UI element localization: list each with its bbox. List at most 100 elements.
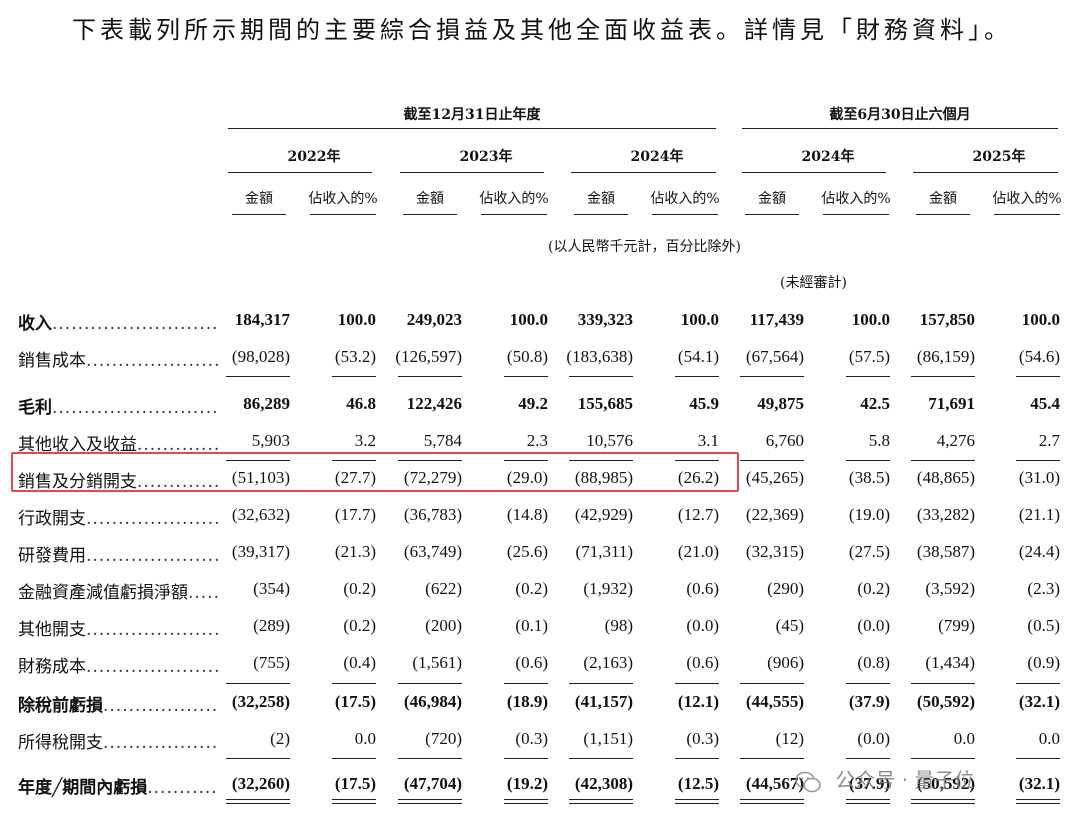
amount-cell: (44,555)	[745, 692, 804, 711]
subtotal-rule	[846, 460, 890, 461]
sub-header-rule	[481, 214, 547, 215]
amount-cell: (22,369)	[745, 505, 804, 524]
subtotal-rule	[226, 460, 290, 461]
pct-cell: (0.2)	[857, 579, 890, 598]
row-label-text: 行政開支	[18, 509, 86, 529]
wechat-icon	[795, 771, 821, 792]
pct-cell: (32.1)	[1018, 774, 1060, 793]
pct-cell: (0.0)	[857, 616, 890, 635]
amount-header: 金額	[416, 191, 444, 207]
pct-cell: (37.9)	[848, 774, 890, 793]
pct-cell: (31.0)	[1018, 468, 1060, 487]
amount-cell: (200)	[425, 616, 462, 635]
pct-cell: (27.7)	[334, 468, 376, 487]
subtotal-rule	[569, 758, 633, 759]
amount-cell: 0.0	[953, 729, 975, 748]
subtotal-rule	[675, 376, 719, 377]
row-label-text: 銷售及分銷開支	[18, 472, 137, 492]
subtotal-rule	[504, 683, 548, 684]
amount-cell: (290)	[767, 579, 804, 598]
amount-cell: (32,632)	[231, 505, 290, 524]
sub-header-rule	[994, 214, 1060, 215]
subtotal-rule	[504, 460, 548, 461]
pct-cell: (26.2)	[677, 468, 719, 487]
amount-cell: 122,426	[406, 394, 462, 413]
leader-dots: ........................................	[86, 546, 218, 566]
amount-cell: (63,749)	[403, 542, 462, 561]
amount-cell: (98,028)	[231, 347, 290, 366]
leader-dots: ........................................	[137, 472, 218, 492]
row-label: 銷售及分銷開支.................................…	[18, 467, 218, 492]
leader-dots: ........................................	[86, 657, 218, 677]
amount-cell: (289)	[253, 616, 290, 635]
amount-cell: 5,903	[251, 431, 290, 450]
subtotal-rule	[332, 460, 376, 461]
amount-cell: (47,704)	[403, 774, 462, 793]
amount-cell: (32,260)	[231, 774, 290, 793]
row-label: 年度╱期間內虧損................................…	[18, 773, 218, 798]
table-row: 所得稅開支...................................…	[0, 722, 1080, 758]
pct-cell: 45.4	[1030, 394, 1060, 413]
amount-cell: (42,929)	[574, 505, 633, 524]
subtotal-rule	[1016, 376, 1060, 377]
pct-cell: 3.1	[697, 431, 719, 450]
sub-header-rule	[232, 214, 286, 215]
amount-cell: (45,265)	[745, 468, 804, 487]
amount-cell: (1,932)	[583, 579, 633, 598]
total-double-rule	[504, 799, 548, 804]
subtotal-rule	[675, 683, 719, 684]
amount-cell: (51,103)	[231, 468, 290, 487]
amount-cell: (354)	[253, 579, 290, 598]
total-double-rule	[846, 799, 890, 804]
leader-dots: ........................................	[103, 733, 218, 753]
pct-cell: (32.1)	[1018, 692, 1060, 711]
row-label-text: 年度╱期間內虧損	[18, 778, 148, 798]
unaudited-note: (未經審計)	[780, 275, 847, 291]
annual-group-header: 截至12月31日止年度	[403, 107, 541, 123]
subtotal-rule	[398, 376, 462, 377]
amount-cell: (42,308)	[574, 774, 633, 793]
pct-cell: (0.0)	[686, 616, 719, 635]
row-label-text: 其他開支	[18, 620, 86, 640]
row-label-text: 除稅前虧損	[18, 696, 103, 716]
pct-cell: (18.9)	[506, 692, 548, 711]
row-label-text: 所得稅開支	[18, 733, 103, 753]
table-row: 年度╱期間內虧損................................…	[0, 767, 1080, 803]
highlight-box	[11, 452, 739, 492]
year-header: 2022年	[287, 149, 341, 165]
subtotal-rule	[911, 758, 975, 759]
pct-cell: (17.5)	[334, 692, 376, 711]
table-row: 研發費用....................................…	[0, 535, 1080, 571]
pct-cell: (24.4)	[1018, 542, 1060, 561]
pct-cell: (12.5)	[677, 774, 719, 793]
year-header: 2024年	[630, 149, 684, 165]
pct-cell: (21.1)	[1018, 505, 1060, 524]
table-row: 銷售及分銷開支.................................…	[0, 461, 1080, 497]
pct-cell: (0.2)	[515, 579, 548, 598]
amount-cell: (1,561)	[412, 653, 462, 672]
amount-cell: (12)	[775, 729, 804, 748]
amount-header: 金額	[929, 191, 957, 207]
row-label: 財務成本....................................…	[18, 652, 218, 677]
subtotal-rule	[675, 758, 719, 759]
amount-cell: (39,317)	[231, 542, 290, 561]
pct-cell: (38.5)	[848, 468, 890, 487]
row-label: 金融資產減值虧損淨額..............................…	[18, 578, 218, 603]
pct-cell: 2.7	[1038, 431, 1060, 450]
pct-cell: (0.8)	[857, 653, 890, 672]
pct-cell: (0.6)	[515, 653, 548, 672]
subtotal-rule	[846, 376, 890, 377]
leader-dots: ........................................	[103, 696, 218, 716]
sub-header-rule	[652, 214, 718, 215]
subtotal-rule	[569, 376, 633, 377]
subtotal-rule	[846, 683, 890, 684]
pct-cell: (27.5)	[848, 542, 890, 561]
year-header: 2025年	[972, 149, 1026, 165]
pct-cell: (19.2)	[506, 774, 548, 793]
row-label-text: 銷售成本	[18, 351, 86, 371]
pct-cell: (0.3)	[686, 729, 719, 748]
pct-cell: 42.5	[860, 394, 890, 413]
amount-cell: (2,163)	[583, 653, 633, 672]
amount-cell: (1,434)	[925, 653, 975, 672]
sub-header-rule	[574, 214, 628, 215]
